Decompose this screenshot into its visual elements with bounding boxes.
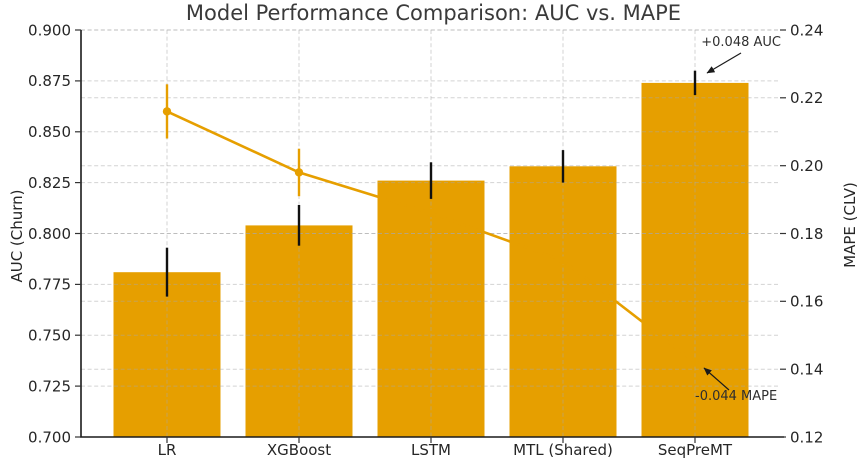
annotation-arrow-mape	[703, 367, 730, 391]
tick-marks	[75, 29, 786, 443]
left-tick-label: 0.850	[28, 123, 71, 141]
left-tick-label: 0.700	[28, 428, 71, 446]
x-tick-label-lr: LR	[158, 441, 177, 459]
mape-point-mtl-shared	[558, 256, 568, 265]
right-tick-label: 0.24	[790, 21, 823, 39]
chart-title: Model Performance Comparison: AUC vs. MA…	[185, 1, 682, 25]
right-tick-label: 0.12	[790, 428, 823, 446]
mape-point-lr	[162, 107, 172, 116]
mape-point-xgboost	[294, 168, 304, 177]
x-tick-label-lstm: LSTM	[411, 441, 451, 459]
left-tick-label: 0.875	[28, 72, 71, 90]
left-tick-label: 0.750	[28, 326, 71, 344]
x-tick-label-seqpremt: SeqPreMT	[658, 441, 733, 459]
right-tick-label: 0.18	[790, 225, 823, 243]
x-tick-label-xgboost: XGBoost	[267, 441, 331, 459]
x-tick-labels: LR XGBoost LSTM MTL (Shared) SeqPreMT	[158, 441, 733, 459]
right-tick-label: 0.16	[790, 293, 823, 311]
left-axis-label: AUC (Churn)	[8, 189, 26, 283]
annotation-arrows	[703, 52, 742, 391]
left-tick-labels: 0.900 0.875 0.850 0.825 0.800 0.775 0.750 0.725…	[28, 21, 71, 446]
right-tick-label: 0.14	[790, 360, 823, 378]
mape-line-series	[162, 84, 700, 367]
right-tick-label: 0.22	[790, 89, 823, 107]
auc-error-bars	[165, 70, 697, 297]
annotation-mape-drop: -0.044 MAPE	[695, 389, 778, 404]
mape-point-seqpremt	[690, 358, 700, 367]
right-axis-label: MAPE (CLV)	[841, 182, 859, 268]
bar-seqpremt	[641, 82, 749, 438]
x-tick-label-mtl-shared: MTL (Shared)	[513, 441, 613, 459]
left-tick-label: 0.775	[28, 276, 71, 294]
annotation-auc-gain: +0.048 AUC	[701, 35, 781, 50]
right-tick-label: 0.20	[790, 157, 823, 175]
left-tick-label: 0.900	[28, 21, 71, 39]
left-tick-label: 0.825	[28, 174, 71, 192]
mape-point-lstm	[426, 208, 436, 218]
left-tick-label: 0.800	[28, 225, 71, 243]
left-tick-label: 0.725	[28, 377, 71, 395]
right-tick-labels: 0.24 0.22 0.20 0.18 0.16 0.14 0.12	[790, 21, 823, 446]
annotation-arrow-auc	[706, 52, 742, 74]
